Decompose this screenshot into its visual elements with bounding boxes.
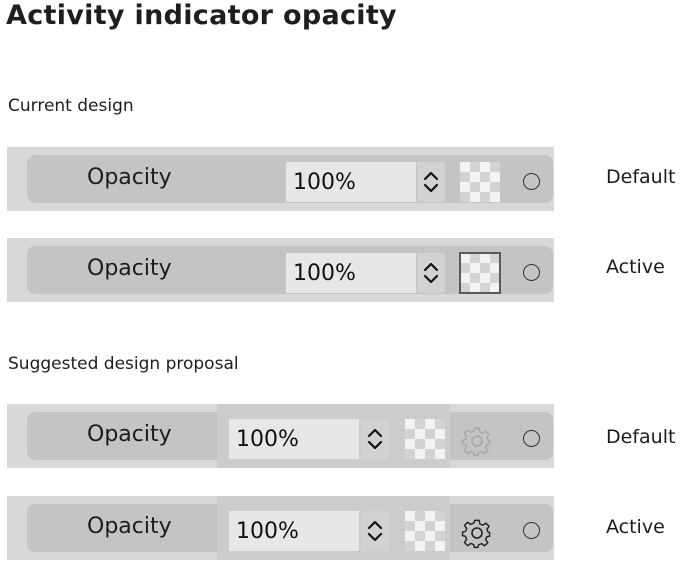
state-label: Active	[606, 256, 665, 278]
checkerboard-transparency-icon[interactable]	[459, 252, 501, 294]
checkerboard-transparency-icon[interactable]	[405, 511, 445, 551]
checkerboard-transparency-icon[interactable]	[405, 419, 445, 459]
page-title: Activity indicator opacity	[6, 0, 397, 31]
section-label-suggested: Suggested design proposal	[8, 354, 239, 374]
opacity-value: 100%	[236, 427, 299, 452]
control-row-suggested-default: Opacity 100%	[7, 404, 554, 468]
opacity-input[interactable]: 100%	[229, 511, 359, 551]
opacity-value: 100%	[236, 519, 299, 544]
opacity-input[interactable]: 100%	[286, 162, 416, 202]
chevron-up-down-icon	[423, 262, 439, 284]
opacity-stepper[interactable]	[361, 419, 389, 459]
opacity-input[interactable]: 100%	[229, 419, 359, 459]
control-row-current-active: Opacity 100%	[7, 238, 554, 302]
opacity-label: Opacity	[87, 256, 172, 281]
opacity-label: Opacity	[87, 514, 172, 539]
circle-indicator-icon[interactable]	[523, 264, 540, 281]
opacity-stepper[interactable]	[361, 511, 389, 551]
opacity-stepper[interactable]	[417, 162, 445, 202]
circle-indicator-icon[interactable]	[523, 173, 540, 190]
opacity-label: Opacity	[87, 422, 172, 447]
row-panel: Opacity 100%	[27, 404, 553, 468]
gear-icon[interactable]	[460, 516, 494, 550]
chevron-up-down-icon	[367, 428, 383, 450]
chevron-up-down-icon	[423, 171, 439, 193]
row-panel: Opacity 100%	[27, 496, 553, 560]
control-row-suggested-active: Opacity 100%	[7, 496, 554, 560]
checkerboard-transparency-icon[interactable]	[460, 162, 500, 202]
section-label-current: Current design	[8, 96, 134, 116]
chevron-up-down-icon	[367, 520, 383, 542]
opacity-input[interactable]: 100%	[286, 253, 416, 293]
state-label: Default	[606, 426, 676, 448]
opacity-value: 100%	[293, 261, 356, 286]
opacity-value: 100%	[293, 170, 356, 195]
row-panel: Opacity 100%	[27, 155, 553, 203]
control-row-current-default: Opacity 100%	[7, 147, 554, 211]
state-label: Active	[606, 516, 665, 538]
opacity-label: Opacity	[87, 165, 172, 190]
state-label: Default	[606, 166, 676, 188]
gear-icon[interactable]	[460, 424, 494, 458]
circle-indicator-icon[interactable]	[523, 522, 540, 539]
opacity-stepper[interactable]	[417, 253, 445, 293]
row-panel: Opacity 100%	[27, 246, 553, 294]
circle-indicator-icon[interactable]	[523, 430, 540, 447]
